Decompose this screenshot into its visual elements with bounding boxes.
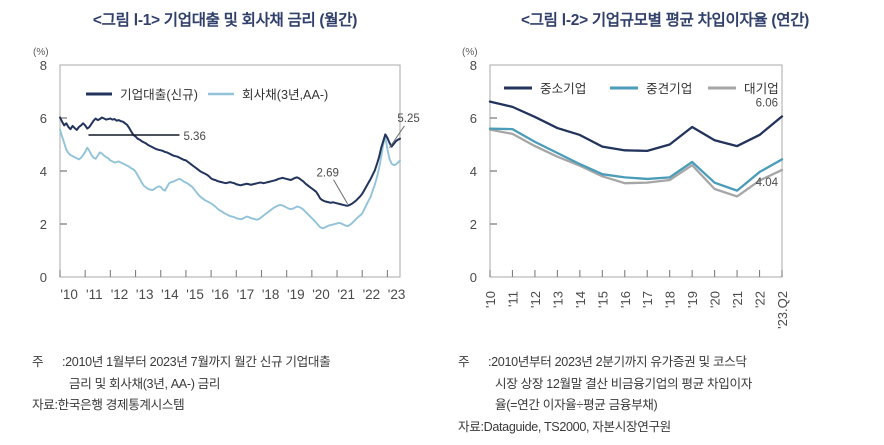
source-label: 자료: [32,398,58,413]
source-text: 한국은행 경제통계시스템 [57,398,185,413]
figure-left-plot: 0 2 4 6 8 '10 '11 '12 '13 '14 '15 '16 '17 '18 '19 '20 '2… [40,58,420,302]
figure-panel-right: <그림 Ⅰ-2> 기업규모별 평균 차입이자율 (연간) (%) 0 2 4 6 8 '1… [442,0,884,445]
note-colon: : [488,355,492,369]
figure-left-chart: 0 2 4 6 8 '10 '11 '12 '13 '14 '15 '16 '17 '18 '19 '20 '2… [0,55,442,305]
legend-label: 대기업 [744,82,779,96]
figure-right-notes: 주 : 2010년부터 2023년 2분기까지 유가증권 및 코스닥 시장 상장… [458,352,752,439]
x-axis-tick-label: '21 [730,291,745,308]
x-axis-tick-label: '12 [111,287,129,302]
legend-label: 중견기업 [646,82,692,96]
x-axis-tick-label: '20 [708,291,723,308]
figure-left-unit-label: (%) [33,47,49,58]
data-label-536: 5.36 [183,131,205,143]
x-axis-tick-label: '22 [363,287,381,302]
data-label-606: 6.06 [756,97,778,109]
note-label: 주 [32,355,44,369]
x-axis-tick-label: '10 [483,291,498,308]
x-axis-tick-label: '19 [287,287,305,302]
note-indent [458,395,495,417]
source-line: 자료: 한국은행 경제통계시스템 [32,395,330,417]
x-axis-tick-label: '18 [262,287,280,302]
source-label: 자료: [458,419,484,434]
x-axis-tick-label: '16 [211,287,229,302]
source-line: 자료: Dataguide, TS2000, 자본시장연구원 [458,417,752,439]
x-axis-tick-label: '14 [161,287,179,302]
figure-left-title: <그림 Ⅰ-1> 기업대출 및 회사채 금리 (월간) [92,12,358,29]
figure-right-title: <그림 Ⅰ-2> 기업규모별 평균 차입이자율 (연간) [520,12,810,29]
note-text-line1: 2010년부터 2023년 2분기까지 유가증권 및 코스닥 [491,355,747,369]
note-text-line3: 율(=연간 이자율÷평균 금융부채) [495,398,658,413]
x-axis-tick-label: '23 [388,287,406,302]
chart-legend: 기업대출(신규) 회사채(3년,AA-) [86,88,328,102]
data-label-269: 2.69 [317,168,339,180]
figure-right-unit-label: (%) [462,47,478,58]
data-label-525: 5.25 [397,113,419,125]
note-indent [458,374,495,396]
note-text-line1: 2010년 1월부터 2023년 7월까지 월간 신규 기업대출 [65,355,331,369]
x-axis-tick-label: '10 [60,287,78,302]
x-axis-tick-label: '11 [505,291,520,307]
x-axis-tick-label: '17 [640,291,655,308]
legend-label: 중소기업 [540,82,586,96]
y-axis-tick-label: 4 [40,164,47,179]
y-axis-tick-label: 4 [470,164,477,179]
figure-panel-left: <그림 Ⅰ-1> 기업대출 및 회사채 금리 (월간) (%) 0 2 4 6 8 '10… [0,12,442,417]
x-axis-tick-label: '23.Q2 [775,291,790,329]
y-axis-tick-label: 8 [40,58,47,73]
note-indent [32,374,69,396]
figure-right-chart: 0 2 4 6 8 '10 '11 '12 '13 '14 '15 '16 '17 '18 '19 '20 '2… [442,55,884,335]
x-axis-tick-label: '11 [86,287,103,302]
note-colon: : [62,355,66,369]
x-axis-tick-label: '15 [595,291,610,308]
note-line: 주 : 2010년 1월부터 2023년 7월까지 월간 신규 기업대출 [32,352,331,374]
x-axis-tick-label: '22 [753,291,768,308]
figure-right-plot: 0 2 4 6 8 '10 '11 '12 '13 '14 '15 '16 '17 '18 '19 '20 '2… [470,58,790,329]
x-axis-tick-label: '21 [337,287,355,302]
series-line-corporate-bond [59,128,401,230]
series-line-corporate-loan [59,116,401,207]
series-line-midcap [488,127,784,192]
x-axis-tick-label: '17 [237,287,255,302]
y-axis-tick-label: 0 [470,270,477,285]
source-text: Dataguide, TS2000, 자본시장연구원 [483,419,672,434]
note-text-line2: 금리 및 회사채(3년, AA-) 금리 [69,376,221,391]
x-axis-tick-label: '12 [528,291,543,308]
x-axis-tick-label: '18 [663,291,678,308]
x-axis-tick-label: '13 [550,291,565,308]
legend-label: 회사채(3년,AA-) [242,88,328,102]
series-line-largecap [488,128,784,198]
x-axis-tick-label: '15 [186,287,204,302]
note-line: 시장 상장 12월말 결산 비금융기업의 평균 차입이자 [458,374,752,396]
note-line: 율(=연간 이자율÷평균 금융부채) [458,395,752,417]
note-line: 주 : 2010년부터 2023년 2분기까지 유가증권 및 코스닥 [458,352,752,374]
x-axis-tick-label: '20 [312,287,330,302]
y-axis-tick-label: 6 [470,111,477,126]
figure-left-notes: 주 : 2010년 1월부터 2023년 7월까지 월간 신규 기업대출 금리 … [32,352,331,417]
legend-label: 기업대출(신규) [120,88,198,102]
y-axis-tick-label: 6 [40,111,47,126]
note-line: 금리 및 회사채(3년, AA-) 금리 [32,374,330,396]
x-axis-tick-label: '14 [573,291,588,308]
y-axis-tick-label: 2 [470,217,477,232]
chart-legend: 중소기업 중견기업 대기업 [504,82,779,96]
y-axis-tick-label: 8 [470,58,477,73]
y-axis-tick-label: 2 [40,217,47,232]
x-axis-tick-label: '16 [618,291,633,308]
note-label: 주 [458,355,470,369]
y-axis-tick-label: 0 [40,270,47,285]
data-label-404: 4.04 [756,177,779,189]
x-axis-tick-label: '19 [685,291,700,308]
series-line-sme [488,100,784,153]
note-text-line2: 시장 상장 12월말 결산 비금융기업의 평균 차입이자 [495,376,752,391]
x-axis-tick-label: '13 [136,287,154,302]
